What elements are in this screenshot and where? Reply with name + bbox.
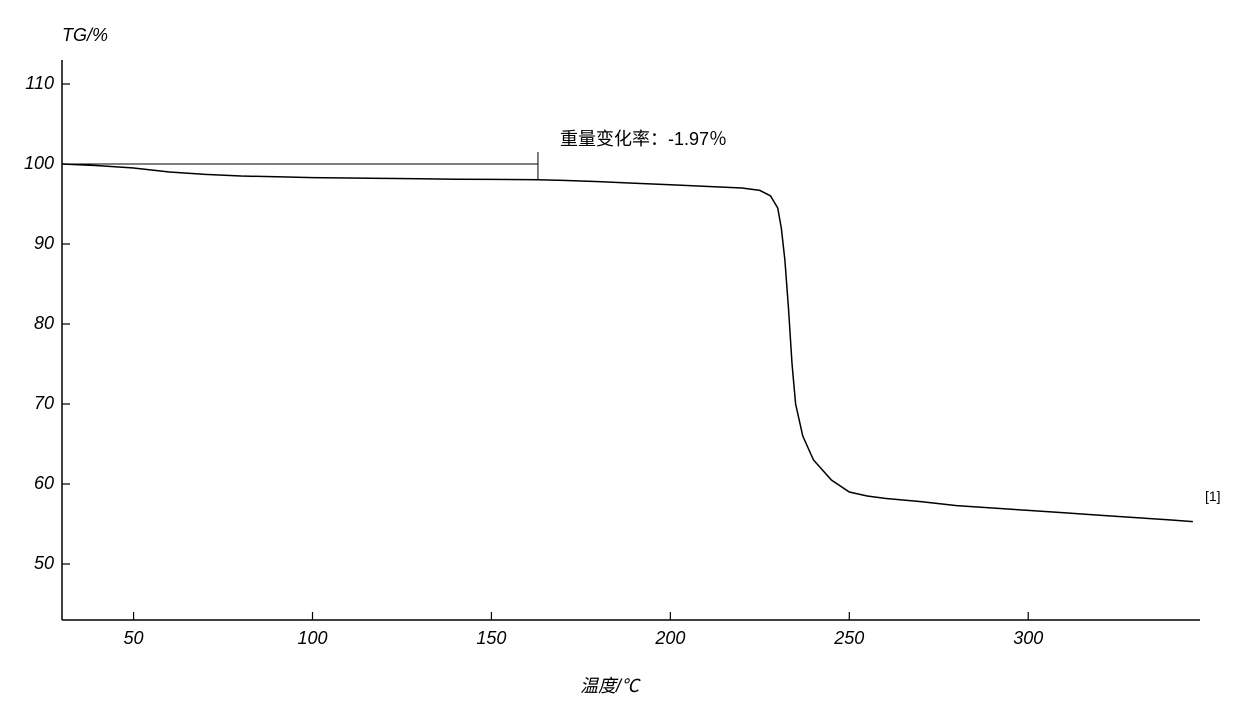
y-tick-label: 70 — [14, 393, 54, 414]
x-tick-label: 150 — [471, 628, 511, 649]
y-tick-label: 110 — [14, 73, 54, 94]
x-tick-label: 50 — [114, 628, 154, 649]
y-tick-label: 90 — [14, 233, 54, 254]
y-tick-label: 80 — [14, 313, 54, 334]
x-tick-label: 250 — [829, 628, 869, 649]
y-tick-label: 50 — [14, 553, 54, 574]
weight-change-annotation: 重量变化率：-1.97％ — [560, 125, 727, 151]
y-tick-label: 60 — [14, 473, 54, 494]
x-tick-label: 300 — [1008, 628, 1048, 649]
series-label: [1] — [1205, 488, 1221, 504]
y-tick-label: 100 — [14, 153, 54, 174]
y-axis-label: TG/% — [62, 25, 108, 46]
tga-chart: TG/% 温度/℃ 重量变化率：-1.97％ [1] 50 60 70 80 90 100… — [0, 0, 1240, 704]
x-axis-label: 温度/℃ — [580, 672, 639, 698]
tga-curve — [62, 164, 1193, 522]
x-tick-label: 100 — [293, 628, 333, 649]
x-tick-label: 200 — [650, 628, 690, 649]
chart-svg — [0, 0, 1240, 704]
